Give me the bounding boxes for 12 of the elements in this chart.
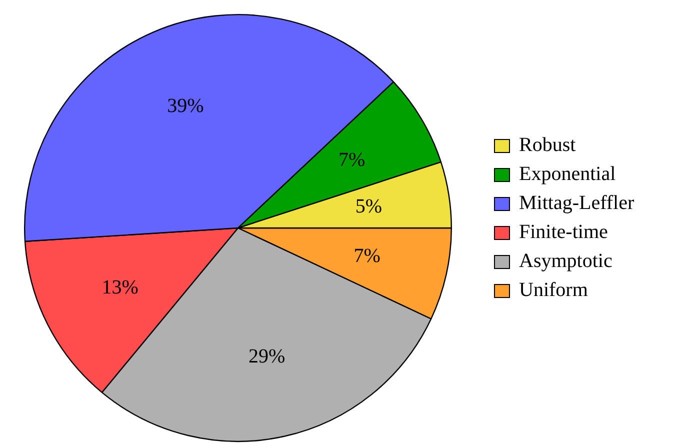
legend-label: Uniform (519, 279, 588, 302)
data-label: 7% (338, 148, 366, 171)
data-label: 7% (354, 245, 380, 268)
legend-label: Asymptotic (519, 250, 612, 273)
data-label: 29% (248, 345, 286, 368)
legend-label: Finite-time (519, 221, 608, 244)
legend-label: Mittag-Leffler (519, 192, 634, 215)
data-label: 39% (167, 94, 204, 117)
legend-label: Exponential (519, 163, 616, 186)
legend-label: Robust (519, 134, 576, 157)
data-label: 5% (355, 196, 382, 218)
data-label: 13% (102, 276, 138, 298)
